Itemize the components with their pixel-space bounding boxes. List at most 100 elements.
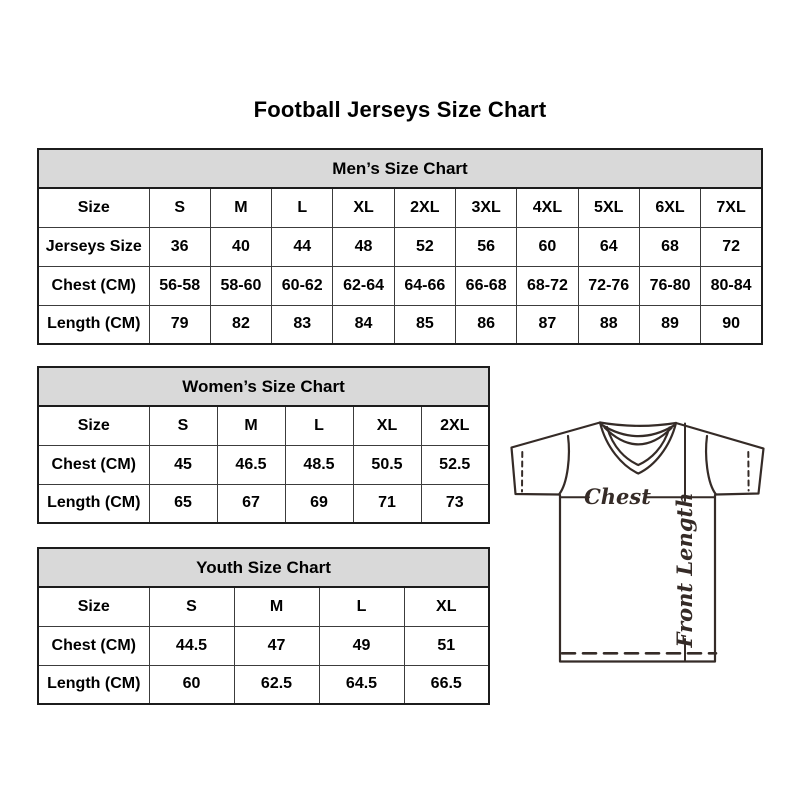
womens-cell: S bbox=[148, 405, 218, 446]
mens-cell: 52 bbox=[393, 226, 456, 267]
youth-table-title: Youth Size Chart bbox=[37, 547, 490, 588]
jersey-body-outline bbox=[558, 493, 717, 663]
mens-cell: L bbox=[271, 187, 334, 228]
chest-label: Chest bbox=[584, 484, 651, 509]
youth-cell: 49 bbox=[318, 625, 405, 666]
mens-cell: 62-64 bbox=[332, 265, 395, 306]
mens-cell: 84 bbox=[332, 304, 395, 345]
mens-cell: 89 bbox=[638, 304, 702, 345]
mens-cell: 40 bbox=[209, 226, 273, 267]
mens-row-3: Length (CM) 79 82 83 84 85 86 87 88 89 90 bbox=[37, 304, 763, 345]
mens-cell: 48 bbox=[332, 226, 395, 267]
youth-row-0: Size S M L XL bbox=[37, 586, 490, 627]
youth-row-label: Length (CM) bbox=[37, 664, 150, 705]
womens-size-table: Women’s Size Chart Size S M L XL 2XL Chest (CM… bbox=[37, 366, 490, 524]
womens-row-2: Length (CM) 65 67 69 71 73 bbox=[37, 483, 490, 524]
womens-cell: 2XL bbox=[420, 405, 490, 446]
mens-table-title: Men’s Size Chart bbox=[37, 148, 763, 189]
youth-cell: XL bbox=[403, 586, 490, 627]
mens-row-2: Chest (CM) 56-58 58-60 60-62 62-64 64-66 66-68… bbox=[37, 265, 763, 306]
womens-table-title-row: Women’s Size Chart bbox=[37, 366, 490, 407]
womens-cell: 48.5 bbox=[284, 444, 354, 485]
mens-cell: 60 bbox=[516, 226, 579, 267]
mens-cell: 80-84 bbox=[700, 265, 763, 306]
mens-cell: 56-58 bbox=[148, 265, 211, 306]
mens-cell: 5XL bbox=[577, 187, 640, 228]
collar-top-edge bbox=[598, 421, 678, 427]
mens-cell: S bbox=[148, 187, 211, 228]
mens-cell: 90 bbox=[700, 304, 763, 345]
mens-cell: 72 bbox=[700, 226, 763, 267]
youth-cell: 64.5 bbox=[318, 664, 405, 705]
mens-row-0: Size S M L XL 2XL 3XL 4XL 5XL 6XL 7XL bbox=[37, 187, 763, 228]
womens-row-label: Size bbox=[37, 405, 150, 446]
mens-cell: 85 bbox=[393, 304, 456, 345]
mens-cell: 58-60 bbox=[209, 265, 273, 306]
youth-cell: L bbox=[318, 586, 405, 627]
mens-row-label: Size bbox=[37, 187, 150, 228]
youth-cell: 66.5 bbox=[403, 664, 490, 705]
mens-cell: 83 bbox=[271, 304, 334, 345]
youth-cell: 62.5 bbox=[233, 664, 320, 705]
womens-row-0: Size S M L XL 2XL bbox=[37, 405, 490, 446]
mens-cell: XL bbox=[332, 187, 395, 228]
youth-row-1: Chest (CM) 44.5 47 49 51 bbox=[37, 625, 490, 666]
youth-size-table: Youth Size Chart Size S M L XL Chest (CM) 44.5… bbox=[37, 547, 490, 705]
mens-size-table: Men’s Size Chart Size S M L XL 2XL 3XL 4XL 5XL 6X… bbox=[37, 148, 763, 345]
right-sleeve bbox=[674, 421, 765, 496]
mens-cell: 76-80 bbox=[638, 265, 702, 306]
mens-cell: 64-66 bbox=[393, 265, 456, 306]
mens-cell: 72-76 bbox=[577, 265, 640, 306]
womens-row-1: Chest (CM) 45 46.5 48.5 50.5 52.5 bbox=[37, 444, 490, 485]
mens-cell: 88 bbox=[577, 304, 640, 345]
mens-cell: 82 bbox=[209, 304, 273, 345]
womens-cell: 52.5 bbox=[420, 444, 490, 485]
mens-cell: 64 bbox=[577, 226, 640, 267]
youth-cell: 47 bbox=[233, 625, 320, 666]
left-sleeve-seam bbox=[557, 434, 571, 496]
mens-cell: 3XL bbox=[454, 187, 518, 228]
collar-v-outer bbox=[598, 421, 678, 475]
mens-cell: 68-72 bbox=[516, 265, 579, 306]
youth-cell: 44.5 bbox=[148, 625, 235, 666]
mens-cell: 56 bbox=[454, 226, 518, 267]
womens-cell: 65 bbox=[148, 483, 218, 524]
mens-cell: 4XL bbox=[516, 187, 579, 228]
womens-cell: 67 bbox=[216, 483, 286, 524]
page-title: Football Jerseys Size Chart bbox=[253, 97, 547, 122]
youth-row-2: Length (CM) 60 62.5 64.5 66.5 bbox=[37, 664, 490, 705]
womens-table-title: Women’s Size Chart bbox=[37, 366, 490, 407]
mens-cell: 7XL bbox=[700, 187, 763, 228]
youth-table-title-row: Youth Size Chart bbox=[37, 547, 490, 588]
mens-row-1: Jerseys Size 36 40 44 48 52 56 60 64 68 72 bbox=[37, 226, 763, 267]
youth-cell: S bbox=[148, 586, 235, 627]
collar-inner-arc-1 bbox=[600, 423, 676, 438]
womens-cell: L bbox=[284, 405, 354, 446]
front-length-label: Front Length bbox=[672, 493, 697, 649]
womens-cell: 45 bbox=[148, 444, 218, 485]
womens-row-label: Chest (CM) bbox=[37, 444, 150, 485]
left-sleeve bbox=[510, 421, 602, 496]
mens-row-label: Chest (CM) bbox=[37, 265, 150, 306]
womens-cell: M bbox=[216, 405, 286, 446]
mens-cell: 36 bbox=[148, 226, 211, 267]
collar-v-inner bbox=[605, 425, 671, 467]
jersey-measurement-diagram: Chest Front Length bbox=[510, 421, 765, 663]
right-sleeve-seam bbox=[704, 434, 718, 496]
mens-cell: 86 bbox=[454, 304, 518, 345]
mens-cell: 87 bbox=[516, 304, 579, 345]
womens-cell: 46.5 bbox=[216, 444, 286, 485]
womens-cell: 50.5 bbox=[352, 444, 422, 485]
mens-cell: M bbox=[209, 187, 273, 228]
mens-cell: 2XL bbox=[393, 187, 456, 228]
mens-cell: 68 bbox=[638, 226, 702, 267]
mens-table-title-row: Men’s Size Chart bbox=[37, 148, 763, 189]
youth-cell: M bbox=[233, 586, 320, 627]
mens-cell: 60-62 bbox=[271, 265, 334, 306]
mens-row-label: Length (CM) bbox=[37, 304, 150, 345]
youth-cell: 51 bbox=[403, 625, 490, 666]
womens-cell: 69 bbox=[284, 483, 354, 524]
mens-row-label: Jerseys Size bbox=[37, 226, 150, 267]
mens-cell: 6XL bbox=[638, 187, 702, 228]
